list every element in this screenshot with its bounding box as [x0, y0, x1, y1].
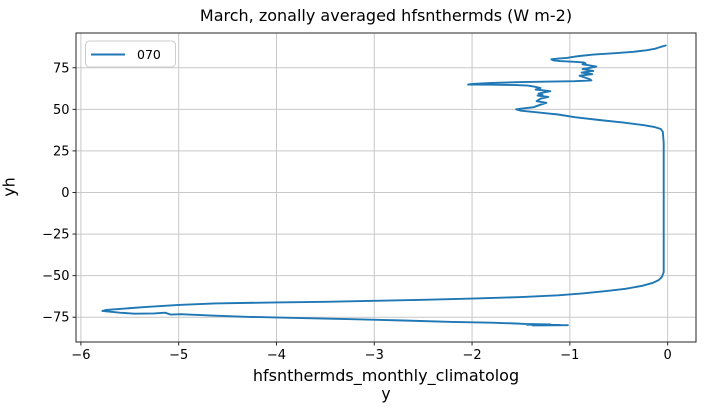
x-axis-label: hfsnthermds_monthly_climatolog y [76, 367, 696, 402]
y-tick-label: 50 [53, 103, 70, 118]
x-tick-label: −6 [71, 348, 90, 363]
chart-title: March, zonally averaged hfsnthermds (W m… [199, 6, 573, 25]
y-tick-label: −25 [42, 228, 69, 243]
legend-box [85, 40, 176, 68]
x-tick-label: −1 [560, 348, 579, 363]
y-tick-label: −75 [42, 311, 69, 326]
y-tick-label: 75 [53, 61, 70, 76]
x-tick-label: 0 [663, 348, 671, 363]
y-tick-label: −50 [42, 269, 69, 284]
x-tick-label: −2 [462, 348, 481, 363]
y-axis-label: yh [0, 177, 19, 197]
y-tick-label: 0 [61, 186, 69, 201]
x-tick-label: −5 [169, 348, 188, 363]
x-tick-label: −4 [267, 348, 286, 363]
y-tick-label: 25 [53, 144, 70, 159]
legend-entry-label: 070 [137, 47, 161, 62]
axes-border [75, 32, 697, 343]
x-axis-label-line2: y [381, 383, 391, 403]
x-tick-label: −3 [365, 348, 384, 363]
data-line [101, 44, 667, 327]
x-axis-label-line1: hfsnthermds_monthly_climatolog [252, 366, 520, 385]
